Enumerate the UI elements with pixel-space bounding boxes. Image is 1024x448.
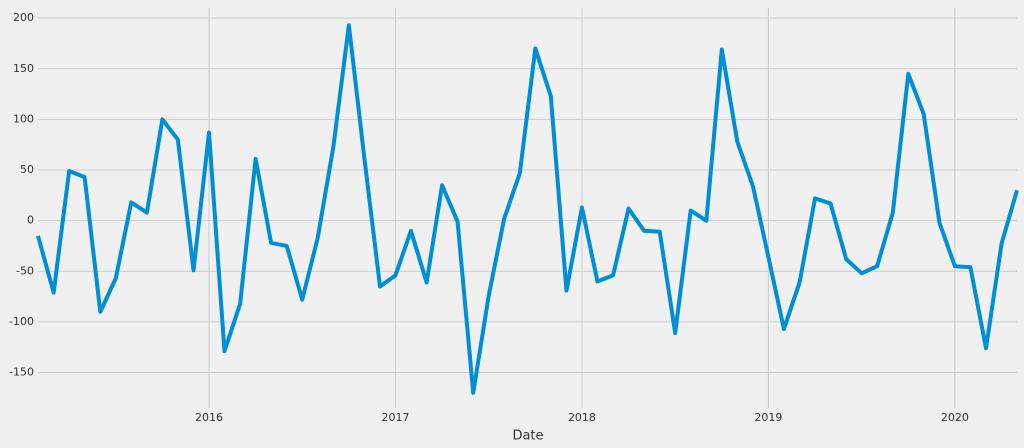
x-tick-label: 2018 [568,411,596,424]
line-series [36,23,1019,395]
y-tick-label: 50 [20,163,34,176]
y-tick-label: 100 [13,112,34,125]
y-tick-label: 150 [13,62,34,75]
y-tick-label: 200 [13,11,34,24]
y-tick-label: -100 [9,315,34,328]
x-tick-label: 2016 [195,411,223,424]
y-tick-label: 0 [27,214,34,227]
x-tick-label: 2017 [381,411,409,424]
y-tick-label: -50 [16,264,34,277]
y-tick-label: -150 [9,366,34,379]
x-tick-label: 2020 [941,411,969,424]
x-axis-label: Date [512,429,543,444]
x-tick-label: 2019 [754,411,782,424]
